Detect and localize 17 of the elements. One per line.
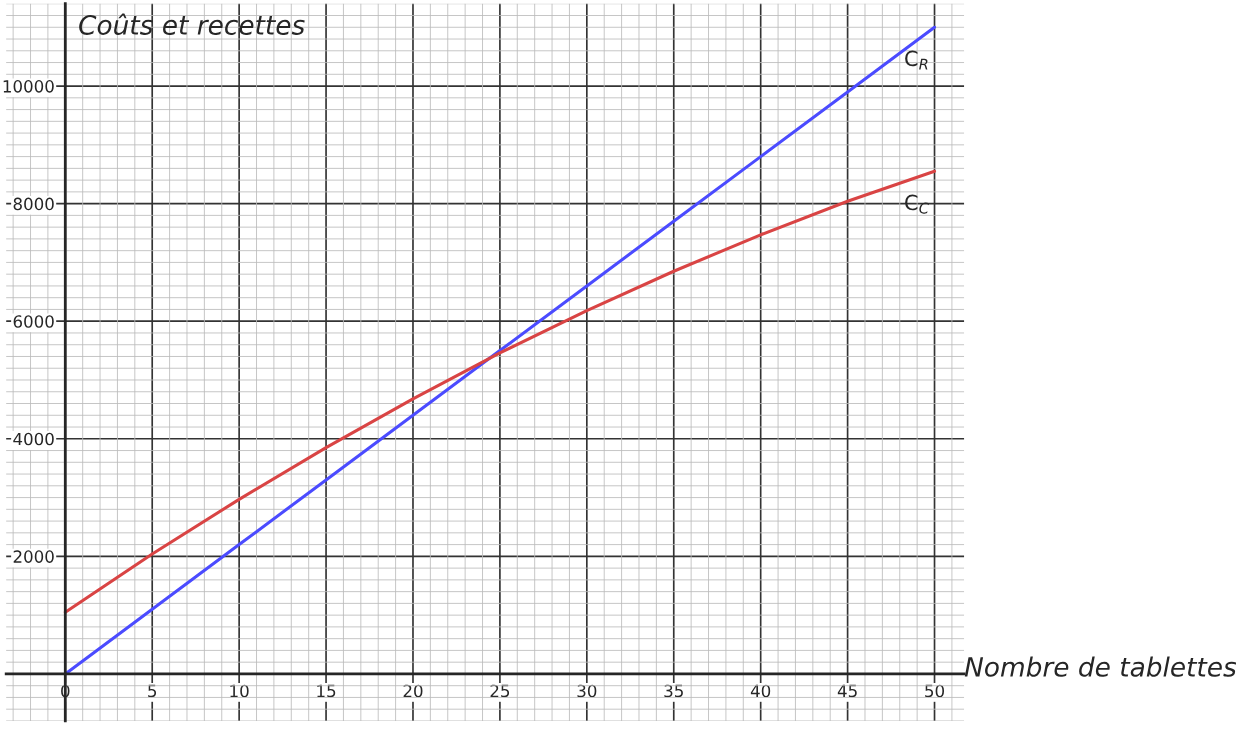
y-tick-label: 2000 (13, 550, 54, 563)
x-tick-label: 45 (837, 684, 857, 698)
x-axis-title: Nombre de tablettes (964, 656, 1236, 677)
y-tick-label: 6000 (13, 315, 54, 328)
x-tick-label: 40 (750, 684, 771, 698)
y-tick-label: 8000 (13, 197, 54, 211)
x-tick-label: 20 (403, 684, 423, 698)
x-tick-label: 15 (317, 684, 336, 698)
x-tick-label: 35 (664, 684, 683, 698)
y-tick-label: 4000 (13, 432, 54, 446)
x-tick-label: 25 (490, 684, 510, 698)
x-tick-label: 5 (148, 684, 157, 698)
x-tick-label: 10 (230, 684, 249, 698)
x-tick-label: 30 (577, 684, 597, 698)
x-tick-label: 50 (925, 684, 945, 698)
y-tick-label: 10000 (3, 80, 54, 93)
series-label: C$_{R}$ (905, 50, 928, 70)
